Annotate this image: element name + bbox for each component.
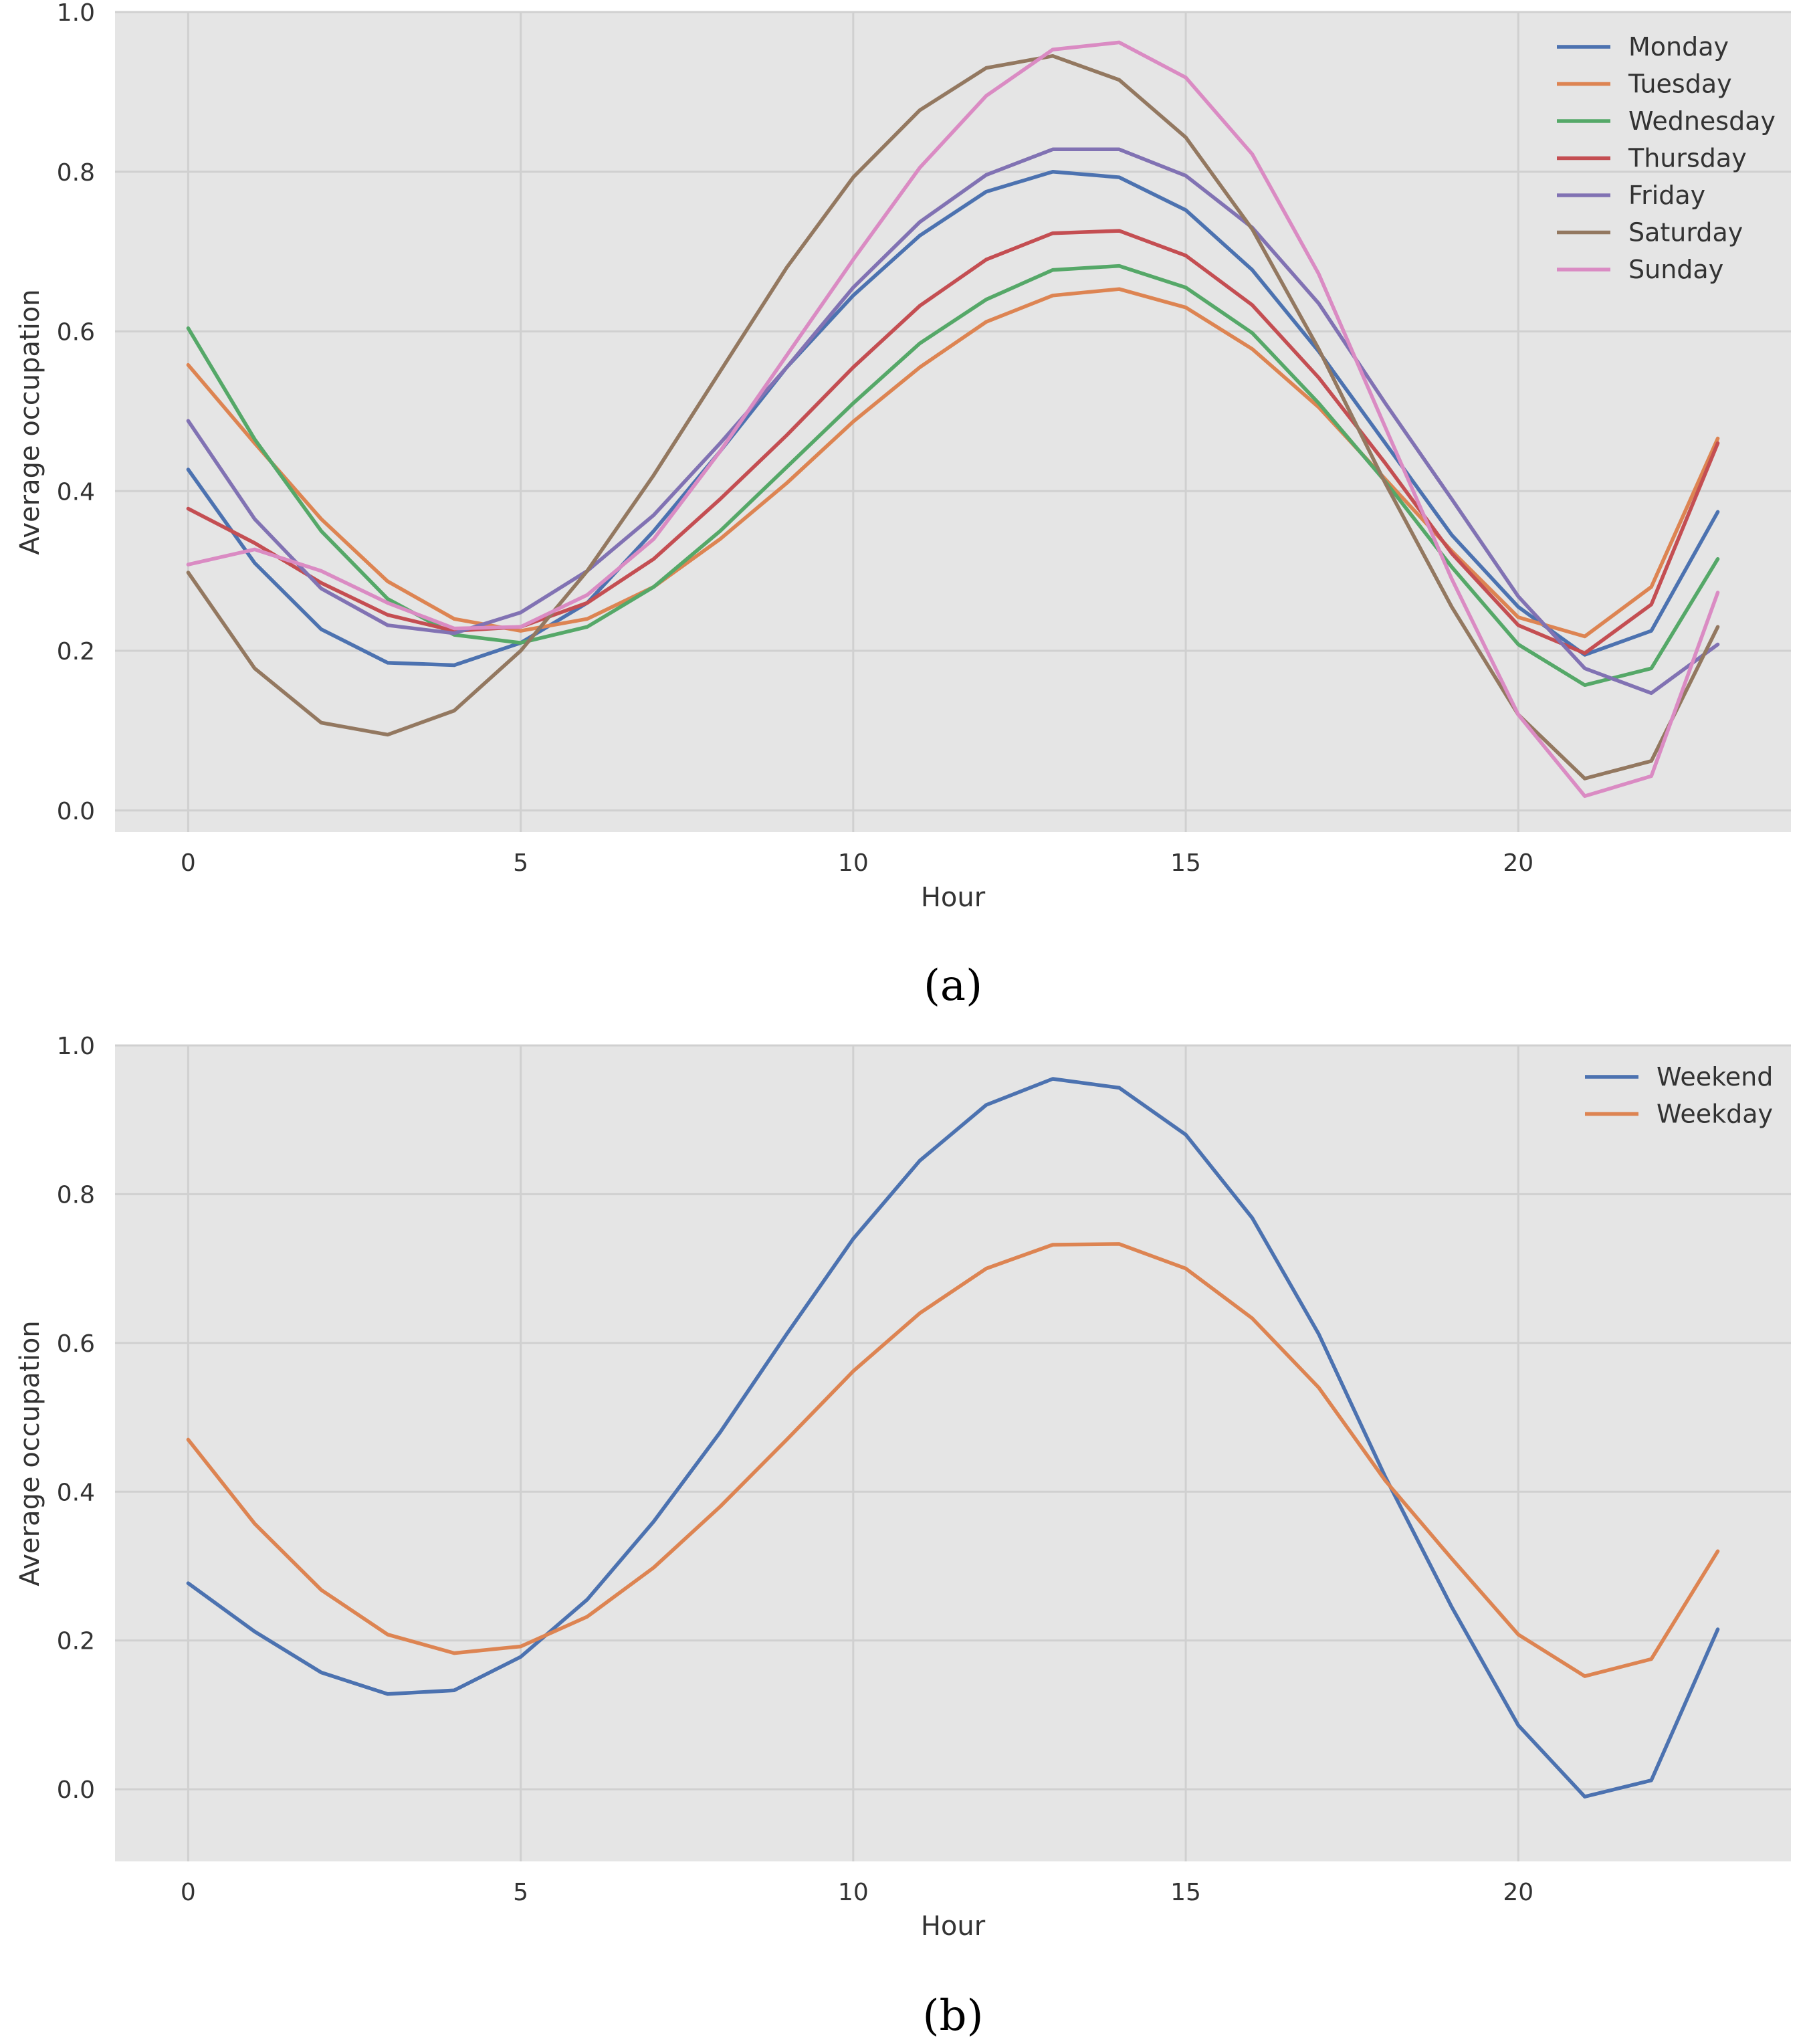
legend-label-monday: Monday	[1628, 32, 1729, 62]
legend-label-tuesday: Tuesday	[1628, 70, 1732, 99]
x-tick-labels: 0 5 10 15 20	[181, 1879, 1533, 1906]
x-axis-label: Hour	[921, 1911, 986, 1942]
series-line-thursday	[186, 229, 1720, 655]
x-tick-label: 5	[513, 849, 528, 877]
gridlines	[115, 11, 1791, 832]
legend-label-weekend: Weekend	[1657, 1062, 1773, 1092]
x-tick-labels: 0 5 10 15 20	[181, 849, 1533, 877]
y-tick-labels: 0.0 0.2 0.4 0.6 0.8 1.0	[57, 0, 95, 825]
legend-label-thursday: Thursday	[1628, 144, 1747, 173]
panel-caption: (a)	[924, 961, 982, 1011]
series-lines	[186, 40, 1720, 799]
gridlines	[115, 1044, 1791, 1861]
y-tick-label: 0.0	[57, 1776, 95, 1804]
x-tick-label: 10	[838, 1879, 869, 1906]
x-tick-label: 20	[1503, 849, 1533, 877]
x-axis-label: Hour	[921, 882, 986, 913]
series-line-friday	[186, 147, 1720, 696]
legend-label-saturday: Saturday	[1628, 218, 1743, 247]
legend: Monday Tuesday Wednesday Thursday Friday Satu…	[1557, 32, 1776, 284]
y-tick-label: 1.0	[57, 0, 95, 27]
legend-label-weekday: Weekday	[1657, 1100, 1773, 1129]
series-line-sunday	[186, 40, 1720, 799]
chart-panel-b: 0 5 10 15 20 0.0 0.2 0.4 0.6 0.8 1.0 Hour Average…	[15, 1033, 1791, 2041]
y-axis-label: Average occupation	[15, 289, 45, 554]
y-tick-label: 0.6	[57, 319, 95, 346]
x-tick-label: 15	[1170, 1879, 1201, 1906]
y-tick-label: 0.2	[57, 638, 95, 666]
legend-label-sunday: Sunday	[1628, 255, 1723, 284]
legend-label-friday: Friday	[1628, 181, 1705, 210]
y-tick-label: 1.0	[57, 1033, 95, 1060]
x-tick-label: 5	[513, 1879, 528, 1906]
y-axis-label: Average occupation	[15, 1320, 45, 1586]
x-tick-label: 10	[838, 849, 869, 877]
series-line-monday	[186, 170, 1720, 668]
y-tick-label: 0.2	[57, 1628, 95, 1655]
plot-background	[115, 1045, 1791, 1861]
y-tick-label: 0.0	[57, 798, 95, 825]
plot-background	[115, 12, 1791, 832]
legend: Weekend Weekday	[1585, 1062, 1773, 1129]
y-tick-label: 0.6	[57, 1330, 95, 1358]
series-line-weekday	[186, 1242, 1720, 1678]
series-line-tuesday	[186, 287, 1720, 639]
legend-label-wednesday: Wednesday	[1628, 106, 1776, 136]
series-lines	[186, 1077, 1720, 1799]
y-tick-label: 0.8	[57, 159, 95, 187]
x-tick-label: 0	[181, 849, 196, 877]
y-tick-labels: 0.0 0.2 0.4 0.6 0.8 1.0	[57, 1033, 95, 1804]
x-tick-label: 15	[1170, 849, 1201, 877]
x-tick-label: 20	[1503, 1879, 1533, 1906]
y-tick-label: 0.4	[57, 1479, 95, 1506]
series-line-weekend	[186, 1077, 1720, 1799]
x-tick-label: 0	[181, 1879, 196, 1906]
y-tick-label: 0.8	[57, 1181, 95, 1209]
y-tick-label: 0.4	[57, 478, 95, 506]
chart-panel-a: 0 5 10 15 20 0.0 0.2 0.4 0.6 0.8 1.0 Hour Average…	[15, 0, 1791, 1011]
panel-caption: (b)	[923, 1991, 984, 2041]
series-line-saturday	[186, 54, 1720, 781]
